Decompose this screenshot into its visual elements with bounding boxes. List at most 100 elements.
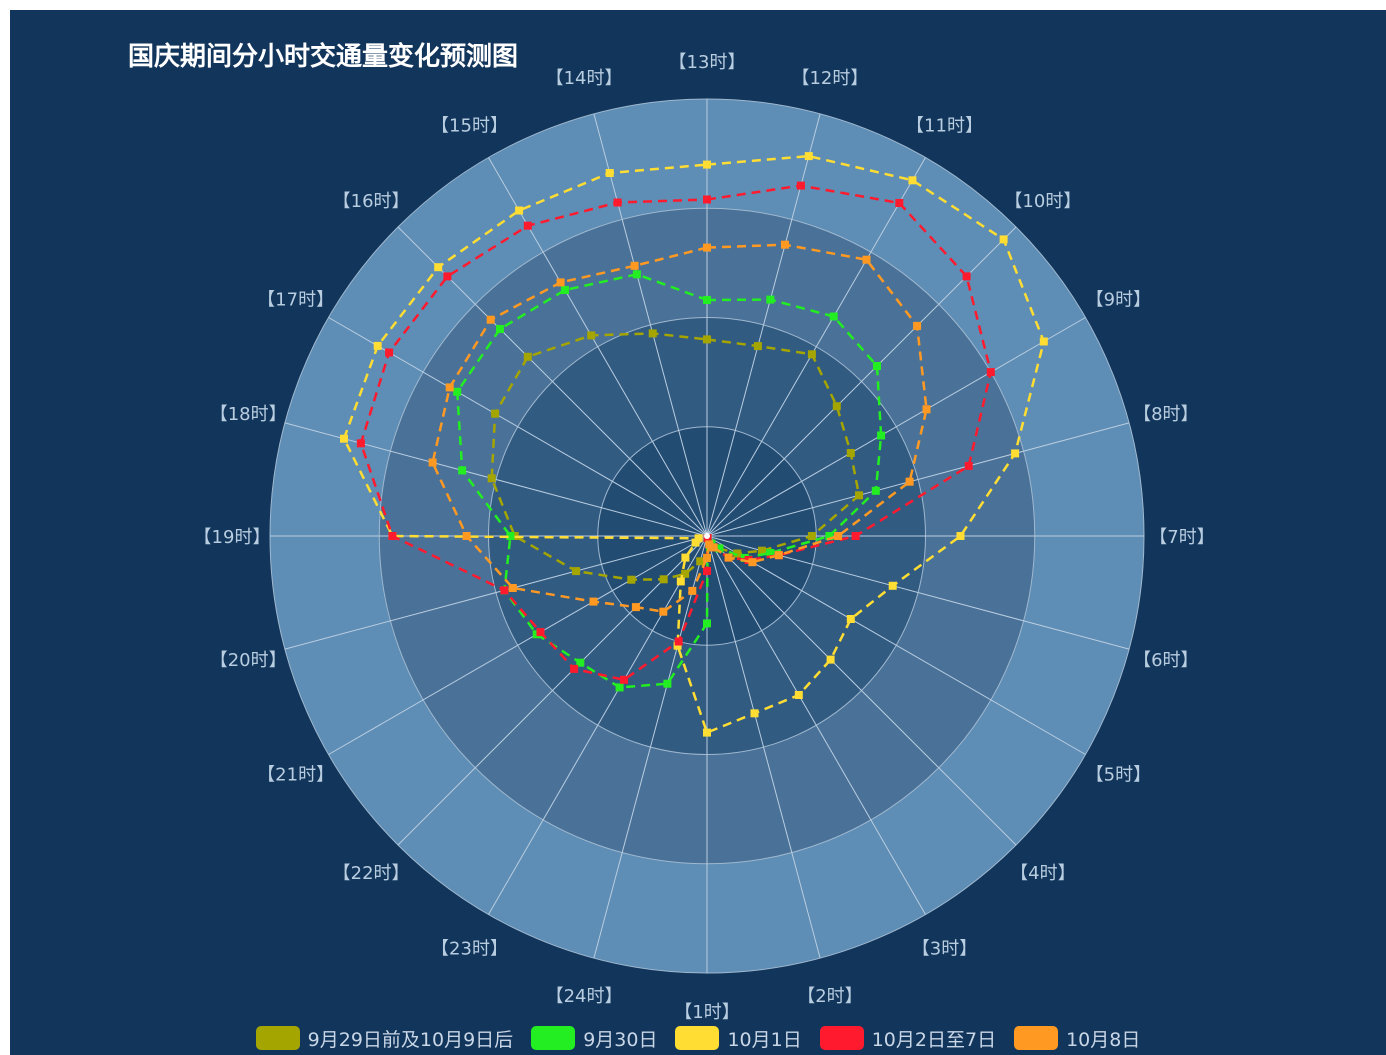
axis-label: 【20时】 — [210, 650, 287, 671]
radar-spoke — [593, 113, 708, 537]
radar-spoke — [488, 157, 708, 537]
data-point — [561, 286, 569, 294]
data-point — [794, 691, 803, 699]
legend-item[interactable]: 10月8日 — [1014, 1025, 1140, 1052]
axis-label: 【16时】 — [333, 191, 410, 212]
data-point — [556, 278, 565, 287]
data-point — [659, 607, 668, 616]
axis-label: 【18时】 — [210, 404, 287, 425]
data-point — [676, 577, 685, 586]
data-point — [766, 295, 775, 304]
data-point — [587, 331, 596, 340]
radar-spoke — [328, 535, 708, 755]
data-point — [589, 597, 598, 606]
axis-label: 【8时】 — [1133, 404, 1198, 425]
axis-label: 【6时】 — [1133, 650, 1198, 671]
axis-label: 【7时】 — [1149, 527, 1214, 548]
data-point — [356, 439, 365, 448]
data-point — [804, 152, 813, 161]
data-point — [807, 350, 816, 359]
data-point — [750, 709, 759, 718]
data-point — [1011, 449, 1020, 458]
data-point — [825, 532, 834, 540]
axis-label: 【14时】 — [546, 68, 623, 89]
data-point — [873, 362, 881, 370]
radar-spoke — [488, 535, 708, 915]
data-point — [508, 584, 517, 592]
radar-center — [704, 533, 710, 539]
data-point — [443, 272, 452, 281]
data-point — [781, 240, 789, 249]
axis-label: 【1时】 — [674, 1002, 739, 1020]
data-point — [703, 195, 711, 204]
legend-label: 10月1日 — [727, 1028, 802, 1051]
data-point — [605, 169, 614, 177]
data-point — [913, 321, 922, 330]
data-point — [846, 615, 855, 623]
data-point — [632, 270, 641, 279]
data-point — [962, 272, 971, 281]
data-point — [895, 199, 904, 207]
data-point — [691, 538, 700, 547]
radar-spoke — [706, 535, 1086, 755]
legend-swatch — [531, 1026, 576, 1050]
data-point — [862, 255, 871, 264]
legend-item[interactable]: 10月1日 — [675, 1025, 802, 1052]
chart-title: 国庆期间分小时交通量变化预测图 — [128, 42, 519, 72]
axis-label: 【10时】 — [1004, 191, 1081, 212]
data-point — [956, 532, 965, 540]
legend-label: 10月8日 — [1066, 1028, 1141, 1051]
data-point — [515, 206, 524, 215]
radar-spoke — [593, 535, 708, 959]
data-point — [807, 532, 816, 540]
data-point — [855, 491, 863, 500]
data-point — [340, 434, 348, 443]
data-point — [703, 296, 711, 304]
data-point — [627, 575, 636, 584]
radar-spoke — [706, 157, 926, 537]
data-point — [523, 221, 532, 230]
legend: 9月29日前及10月9日后 9月30日 10月1日 10月2日至7日 10月8日 — [10, 1024, 1386, 1052]
axis-label: 【9时】 — [1086, 290, 1151, 311]
data-point — [908, 176, 917, 185]
legend-item[interactable]: 10月2日至7日 — [819, 1025, 997, 1052]
data-point — [445, 383, 454, 392]
data-point — [1039, 337, 1048, 346]
axis-label: 【5时】 — [1086, 765, 1151, 786]
data-point — [681, 553, 690, 562]
data-point — [696, 557, 705, 566]
data-point — [964, 461, 973, 470]
data-point — [388, 532, 397, 540]
axis-label: 【17时】 — [257, 290, 334, 311]
radar-spoke — [706, 422, 1130, 537]
data-point — [572, 567, 581, 576]
axis-label: 【2时】 — [797, 986, 862, 1007]
legend-item[interactable]: 9月30日 — [531, 1025, 657, 1052]
data-point — [724, 553, 733, 562]
axis-label: 【12时】 — [791, 68, 868, 89]
data-point — [681, 569, 690, 578]
legend-label: 9月30日 — [583, 1028, 658, 1051]
data-point — [703, 567, 711, 575]
data-point — [659, 575, 668, 584]
legend-swatch — [819, 1026, 864, 1050]
legend-item[interactable]: 9月29日前及10月9日后 — [255, 1025, 514, 1052]
data-point — [774, 551, 783, 560]
data-point — [487, 474, 496, 483]
data-point — [871, 486, 880, 495]
legend-swatch — [255, 1026, 300, 1050]
legend-label: 10月2日至7日 — [871, 1028, 997, 1051]
legend-label: 9月29日前及10月9日后 — [307, 1028, 514, 1051]
data-point — [834, 532, 843, 540]
data-point — [826, 655, 835, 664]
data-point — [673, 641, 682, 650]
axis-label: 【3时】 — [912, 938, 977, 959]
data-point — [832, 402, 841, 411]
data-point — [434, 263, 443, 272]
legend-swatch — [1014, 1026, 1059, 1050]
radar-spoke — [706, 535, 926, 915]
data-point — [999, 235, 1008, 244]
data-point — [496, 325, 504, 333]
data-point — [829, 312, 838, 321]
radar-spoke — [706, 535, 821, 959]
